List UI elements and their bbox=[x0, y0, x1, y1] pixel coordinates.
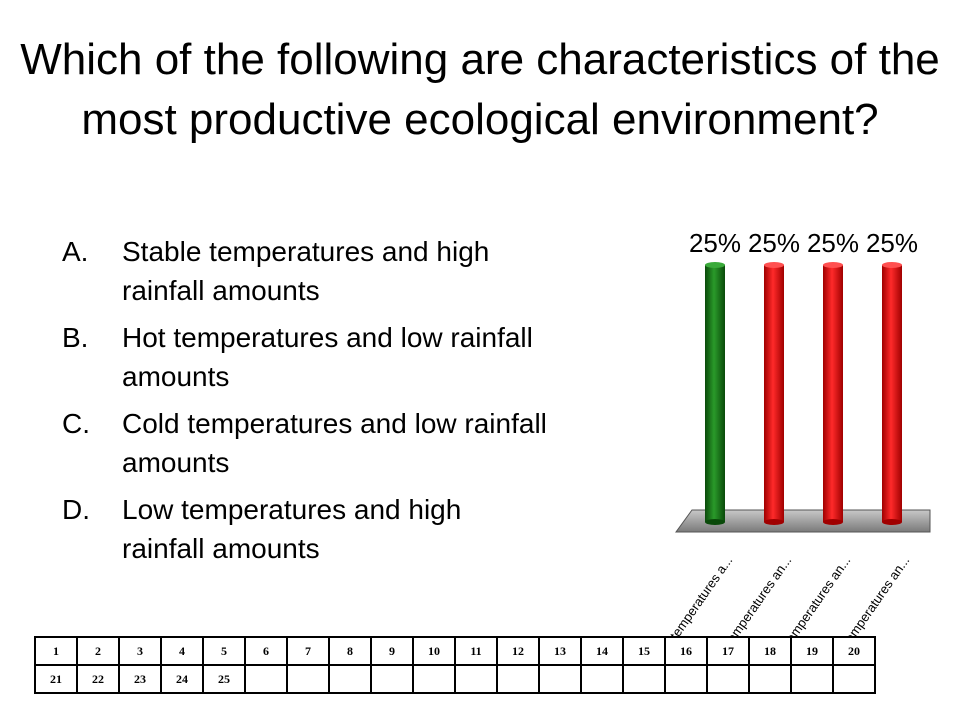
answer-option-b[interactable]: B. Hot temperatures and low rainfall amo… bbox=[62, 318, 622, 396]
grid-cell bbox=[370, 664, 414, 694]
grid-cell: 7 bbox=[286, 636, 330, 666]
grid-cell: 11 bbox=[454, 636, 498, 666]
answer-letter: C. bbox=[62, 408, 90, 439]
grid-cell: 6 bbox=[244, 636, 288, 666]
answer-letter: A. bbox=[62, 236, 89, 267]
chart-bar-cap bbox=[882, 262, 902, 268]
grid-cell: 3 bbox=[118, 636, 162, 666]
grid-cell bbox=[790, 664, 834, 694]
grid-cell: 20 bbox=[832, 636, 876, 666]
chart-data-label: 25% bbox=[689, 228, 741, 258]
grid-row: 1 2 3 4 5 6 7 8 9 10 11 12 13 14 15 16 17 18 19 20 bbox=[34, 636, 876, 666]
grid-cell: 1 bbox=[34, 636, 78, 666]
answer-option-d[interactable]: D. Low temperatures and high rainfall am… bbox=[62, 490, 622, 568]
chart-bar-base bbox=[823, 519, 843, 525]
grid-cell: 19 bbox=[790, 636, 834, 666]
answer-option-a[interactable]: A. Stable temperatures and high rainfall… bbox=[62, 232, 622, 310]
chart-data-labels: 25% 25% 25% 25% bbox=[689, 228, 918, 258]
answer-letter: B. bbox=[62, 322, 89, 353]
grid-cell: 23 bbox=[118, 664, 162, 694]
grid-cell bbox=[664, 664, 708, 694]
grid-cell: 14 bbox=[580, 636, 624, 666]
chart-bar-cap bbox=[823, 262, 843, 268]
chart-bar-cap bbox=[705, 262, 725, 268]
grid-cell bbox=[538, 664, 582, 694]
grid-cell bbox=[622, 664, 666, 694]
chart-bar-base bbox=[882, 519, 902, 525]
response-chart: 25% 25% 25% 25% Stable temperatures a...Hot… bbox=[644, 228, 931, 675]
grid-cell bbox=[286, 664, 330, 694]
chart-data-label: 25% bbox=[866, 228, 918, 258]
grid-cell bbox=[412, 664, 456, 694]
grid-cell: 12 bbox=[496, 636, 540, 666]
grid-cell: 21 bbox=[34, 664, 78, 694]
answer-text: Hot temperatures and low rainfall amount… bbox=[122, 322, 533, 392]
grid-cell: 15 bbox=[622, 636, 666, 666]
answer-letter: D. bbox=[62, 494, 90, 525]
grid-cell: 18 bbox=[748, 636, 792, 666]
chart-bar-cap bbox=[764, 262, 784, 268]
grid-cell: 25 bbox=[202, 664, 246, 694]
grid-cell bbox=[244, 664, 288, 694]
grid-cell: 5 bbox=[202, 636, 246, 666]
chart-bar bbox=[705, 265, 725, 522]
chart-bar-base bbox=[705, 519, 725, 525]
chart-bar bbox=[882, 265, 902, 522]
grid-cell bbox=[328, 664, 372, 694]
grid-cell: 2 bbox=[76, 636, 120, 666]
grid-cell bbox=[496, 664, 540, 694]
chart-floor bbox=[675, 509, 931, 533]
grid-cell: 13 bbox=[538, 636, 582, 666]
grid-cell: 16 bbox=[664, 636, 708, 666]
grid-cell: 22 bbox=[76, 664, 120, 694]
chart-data-label: 25% bbox=[807, 228, 859, 258]
grid-row: 21 22 23 24 25 bbox=[34, 664, 876, 694]
chart-bar bbox=[823, 265, 843, 522]
answer-text: Low temperatures and high rainfall amoun… bbox=[122, 494, 462, 564]
grid-cell: 9 bbox=[370, 636, 414, 666]
grid-cell: 17 bbox=[706, 636, 750, 666]
grid-cell bbox=[832, 664, 876, 694]
answer-text: Stable temperatures and high rainfall am… bbox=[122, 236, 490, 306]
grid-cell bbox=[454, 664, 498, 694]
chart-bars bbox=[705, 262, 902, 525]
grid-cell: 10 bbox=[412, 636, 456, 666]
answer-text: Cold temperatures and low rainfall amoun… bbox=[122, 408, 547, 478]
question-title: Which of the following are characteristi… bbox=[20, 35, 940, 144]
chart-bar-base bbox=[764, 519, 784, 525]
grid-cell: 24 bbox=[160, 664, 204, 694]
grid-cell: 8 bbox=[328, 636, 372, 666]
chart-bar bbox=[764, 265, 784, 522]
response-grid: 1 2 3 4 5 6 7 8 9 10 11 12 13 14 15 16 17 18 19 20 21 22 23 24 2… bbox=[34, 636, 876, 694]
chart-data-label: 25% bbox=[748, 228, 800, 258]
grid-cell bbox=[748, 664, 792, 694]
grid-cell: 4 bbox=[160, 636, 204, 666]
answer-list: A. Stable temperatures and high rainfall… bbox=[62, 232, 622, 576]
grid-cell bbox=[706, 664, 750, 694]
answer-option-c[interactable]: C. Cold temperatures and low rainfall am… bbox=[62, 404, 622, 482]
grid-cell bbox=[580, 664, 624, 694]
